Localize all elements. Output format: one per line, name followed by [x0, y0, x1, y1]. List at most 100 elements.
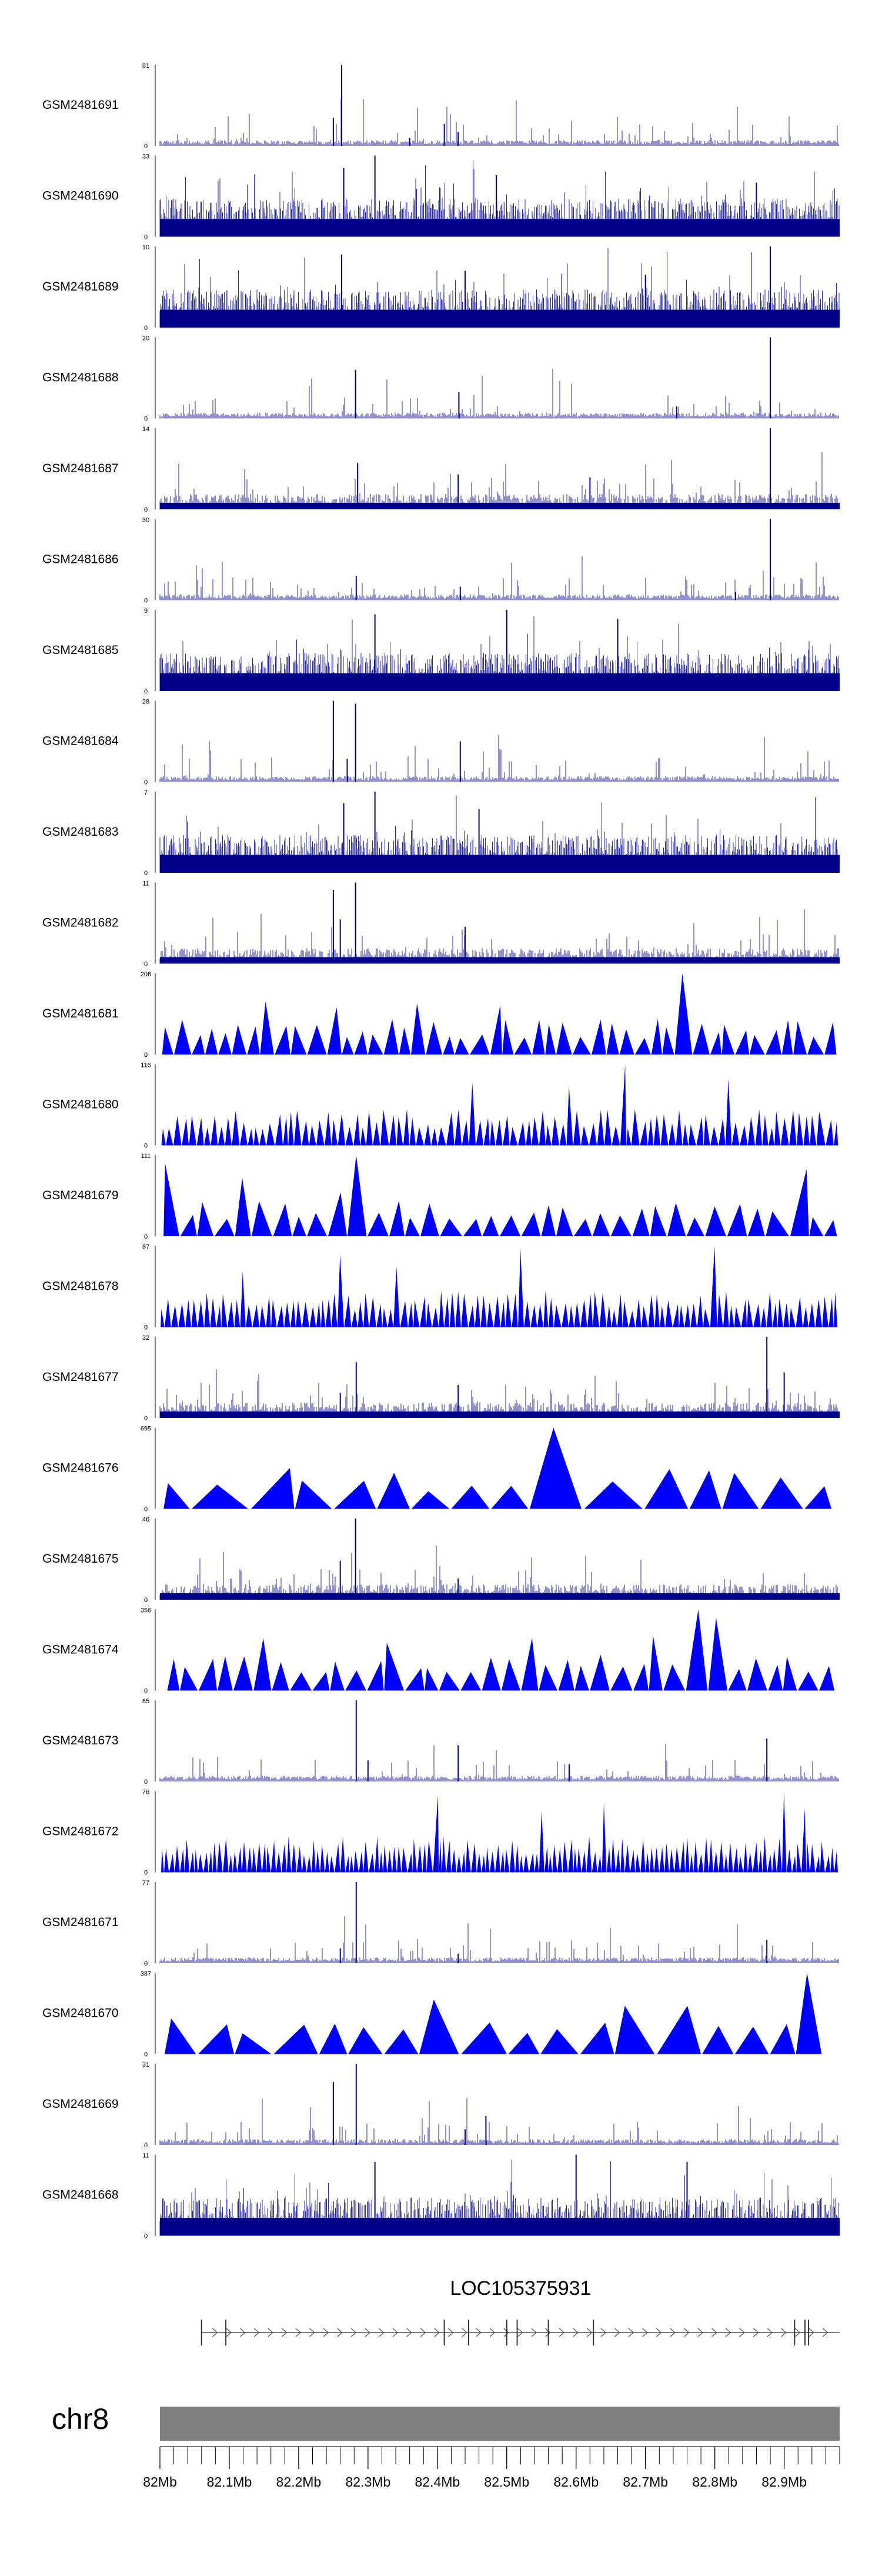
track-peak-gsm2481678 [444, 1297, 450, 1327]
track-peak-gsm2481679 [727, 1204, 747, 1236]
track-peak-gsm2481678 [623, 1300, 629, 1327]
track-peak-gsm2481672 [786, 1849, 792, 1873]
track-peak-gsm2481679 [650, 1206, 667, 1236]
track-peak-gsm2481681 [710, 1032, 722, 1055]
strand-arrow-icon [462, 2328, 468, 2337]
track-peak-gsm2481678 [284, 1303, 290, 1327]
track-peak-gsm2481672 [635, 1853, 640, 1873]
track-peak-gsm2481680 [597, 1110, 604, 1146]
track-peak-gsm2481679 [328, 1192, 348, 1236]
track-peak-gsm2481678 [697, 1295, 703, 1327]
track-peak-gsm2481678 [363, 1292, 369, 1327]
track-ymax-gsm2481674: 356 [141, 1607, 151, 1614]
track-peak-gsm2481672 [801, 1808, 807, 1873]
track-peak-gsm2481680 [816, 1111, 826, 1146]
track-peak-gsm2481674 [649, 1636, 663, 1691]
strand-arrow-icon [406, 2328, 412, 2337]
track-peak-gsm2481674 [460, 1671, 482, 1691]
track-ymin-gsm2481673: 0 [144, 1778, 148, 1786]
track-peak-gsm2481678 [530, 1304, 537, 1327]
track-peak-gsm2481672 [256, 1843, 262, 1873]
track-peak-gsm2481680 [283, 1116, 288, 1146]
track-ymin-gsm2481690: 0 [144, 234, 148, 241]
track-peak-gsm2481672 [606, 1847, 612, 1873]
strand-arrow-icon [767, 2328, 773, 2337]
track-peak-gsm2481680 [196, 1117, 204, 1146]
track-peak-gsm2481678 [741, 1299, 747, 1327]
track-peak-gsm2481672 [316, 1850, 320, 1873]
track-peak-gsm2481678 [259, 1305, 266, 1327]
track-peak-gsm2481674 [521, 1638, 539, 1691]
track-peak-gsm2481678 [808, 1303, 816, 1327]
track-peak-gsm2481672 [505, 1848, 510, 1873]
strand-arrow-icon [365, 2328, 370, 2337]
track-peak-gsm2481672 [482, 1855, 486, 1873]
track-peak-gsm2481680 [826, 1119, 834, 1146]
track-peak-gsm2481679 [389, 1200, 405, 1236]
track-peak-gsm2481678 [783, 1303, 790, 1327]
track-peak-gsm2481672 [433, 1795, 439, 1873]
track-peak-gsm2481678 [606, 1305, 612, 1327]
track-peak-gsm2481680 [396, 1116, 403, 1146]
track-peak-gsm2481674 [272, 1662, 289, 1691]
track-peak-gsm2481672 [698, 1854, 704, 1873]
track-label-gsm2481689: GSM2481689 [42, 280, 119, 293]
track-peak-gsm2481672 [500, 1850, 505, 1873]
track-peak-gsm2481680 [774, 1111, 781, 1146]
track-peak-gsm2481680 [345, 1127, 353, 1146]
track-signal-gsm2481688 [159, 369, 839, 419]
track-peak-gsm2481678 [537, 1304, 544, 1327]
strand-arrow-icon [600, 2328, 606, 2337]
track-peak-gsm2481680 [526, 1120, 532, 1146]
track-peak-gsm2481678 [413, 1300, 420, 1327]
track-signal-gsm2481675 [159, 1545, 839, 1600]
track-peak-gsm2481672 [340, 1836, 346, 1873]
track-peak-gsm2481680 [380, 1110, 389, 1146]
track-peak-gsm2481672 [417, 1845, 423, 1873]
track-label-gsm2481674: GSM2481674 [42, 1643, 119, 1657]
track-peak-gsm2481681 [342, 1037, 354, 1055]
track-ymin-gsm2481684: 0 [144, 779, 148, 786]
track-peak-gsm2481681 [735, 1030, 750, 1055]
track-peak-gsm2481679 [499, 1215, 521, 1236]
strand-arrow-icon [323, 2328, 329, 2337]
track-peak-gsm2481672 [439, 1839, 442, 1873]
track-peak-gsm2481672 [276, 1851, 282, 1873]
track-peak-gsm2481681 [793, 1021, 807, 1055]
track-peak-gsm2481672 [353, 1851, 359, 1873]
track-peak-gsm2481676 [491, 1486, 529, 1509]
track-signal-gsm2481690 [159, 160, 840, 237]
track-ymax-gsm2481670: 387 [141, 1971, 151, 1978]
axis-tick-label: 82.8Mb [692, 2474, 737, 2490]
track-peak-gsm2481678 [599, 1293, 607, 1327]
track-peak-gsm2481679 [273, 1203, 292, 1236]
track-peak-gsm2481672 [509, 1840, 515, 1873]
strand-arrow-icon [434, 2328, 440, 2337]
track-peak-gsm2481678 [461, 1293, 468, 1327]
track-peak-gsm2481680 [810, 1115, 817, 1146]
track-ymax-gsm2481687: 14 [142, 426, 149, 433]
track-peak-gsm2481678 [723, 1292, 729, 1327]
track-peak-gsm2481680 [288, 1112, 294, 1146]
track-peak-gsm2481672 [724, 1854, 729, 1873]
strand-arrow-icon [379, 2328, 385, 2337]
track-peak-gsm2481672 [401, 1847, 407, 1873]
track-ymax-gsm2481686: 30 [142, 517, 149, 524]
track-label-gsm2481676: GSM2481676 [42, 1461, 119, 1475]
track-peak-gsm2481680 [166, 1127, 173, 1146]
track-peak-gsm2481676 [451, 1486, 490, 1509]
track-peak-gsm2481670 [580, 2023, 614, 2054]
track-peak-gsm2481678 [710, 1246, 717, 1327]
track-peak-gsm2481670 [770, 2024, 796, 2054]
strand-arrow-icon [781, 2328, 787, 2337]
track-signal-gsm2481669 [159, 2098, 839, 2145]
track-peak-gsm2481672 [397, 1846, 402, 1873]
track-label-gsm2481680: GSM2481680 [42, 1098, 119, 1112]
track-peak-gsm2481672 [387, 1850, 392, 1873]
track-peak-gsm2481679 [705, 1206, 727, 1236]
track-peak-gsm2481678 [344, 1295, 352, 1327]
track-peak-gsm2481680 [173, 1116, 182, 1146]
track-peak-gsm2481672 [562, 1841, 568, 1873]
track-peak-gsm2481681 [162, 1026, 173, 1055]
track-peak-gsm2481674 [747, 1658, 767, 1691]
